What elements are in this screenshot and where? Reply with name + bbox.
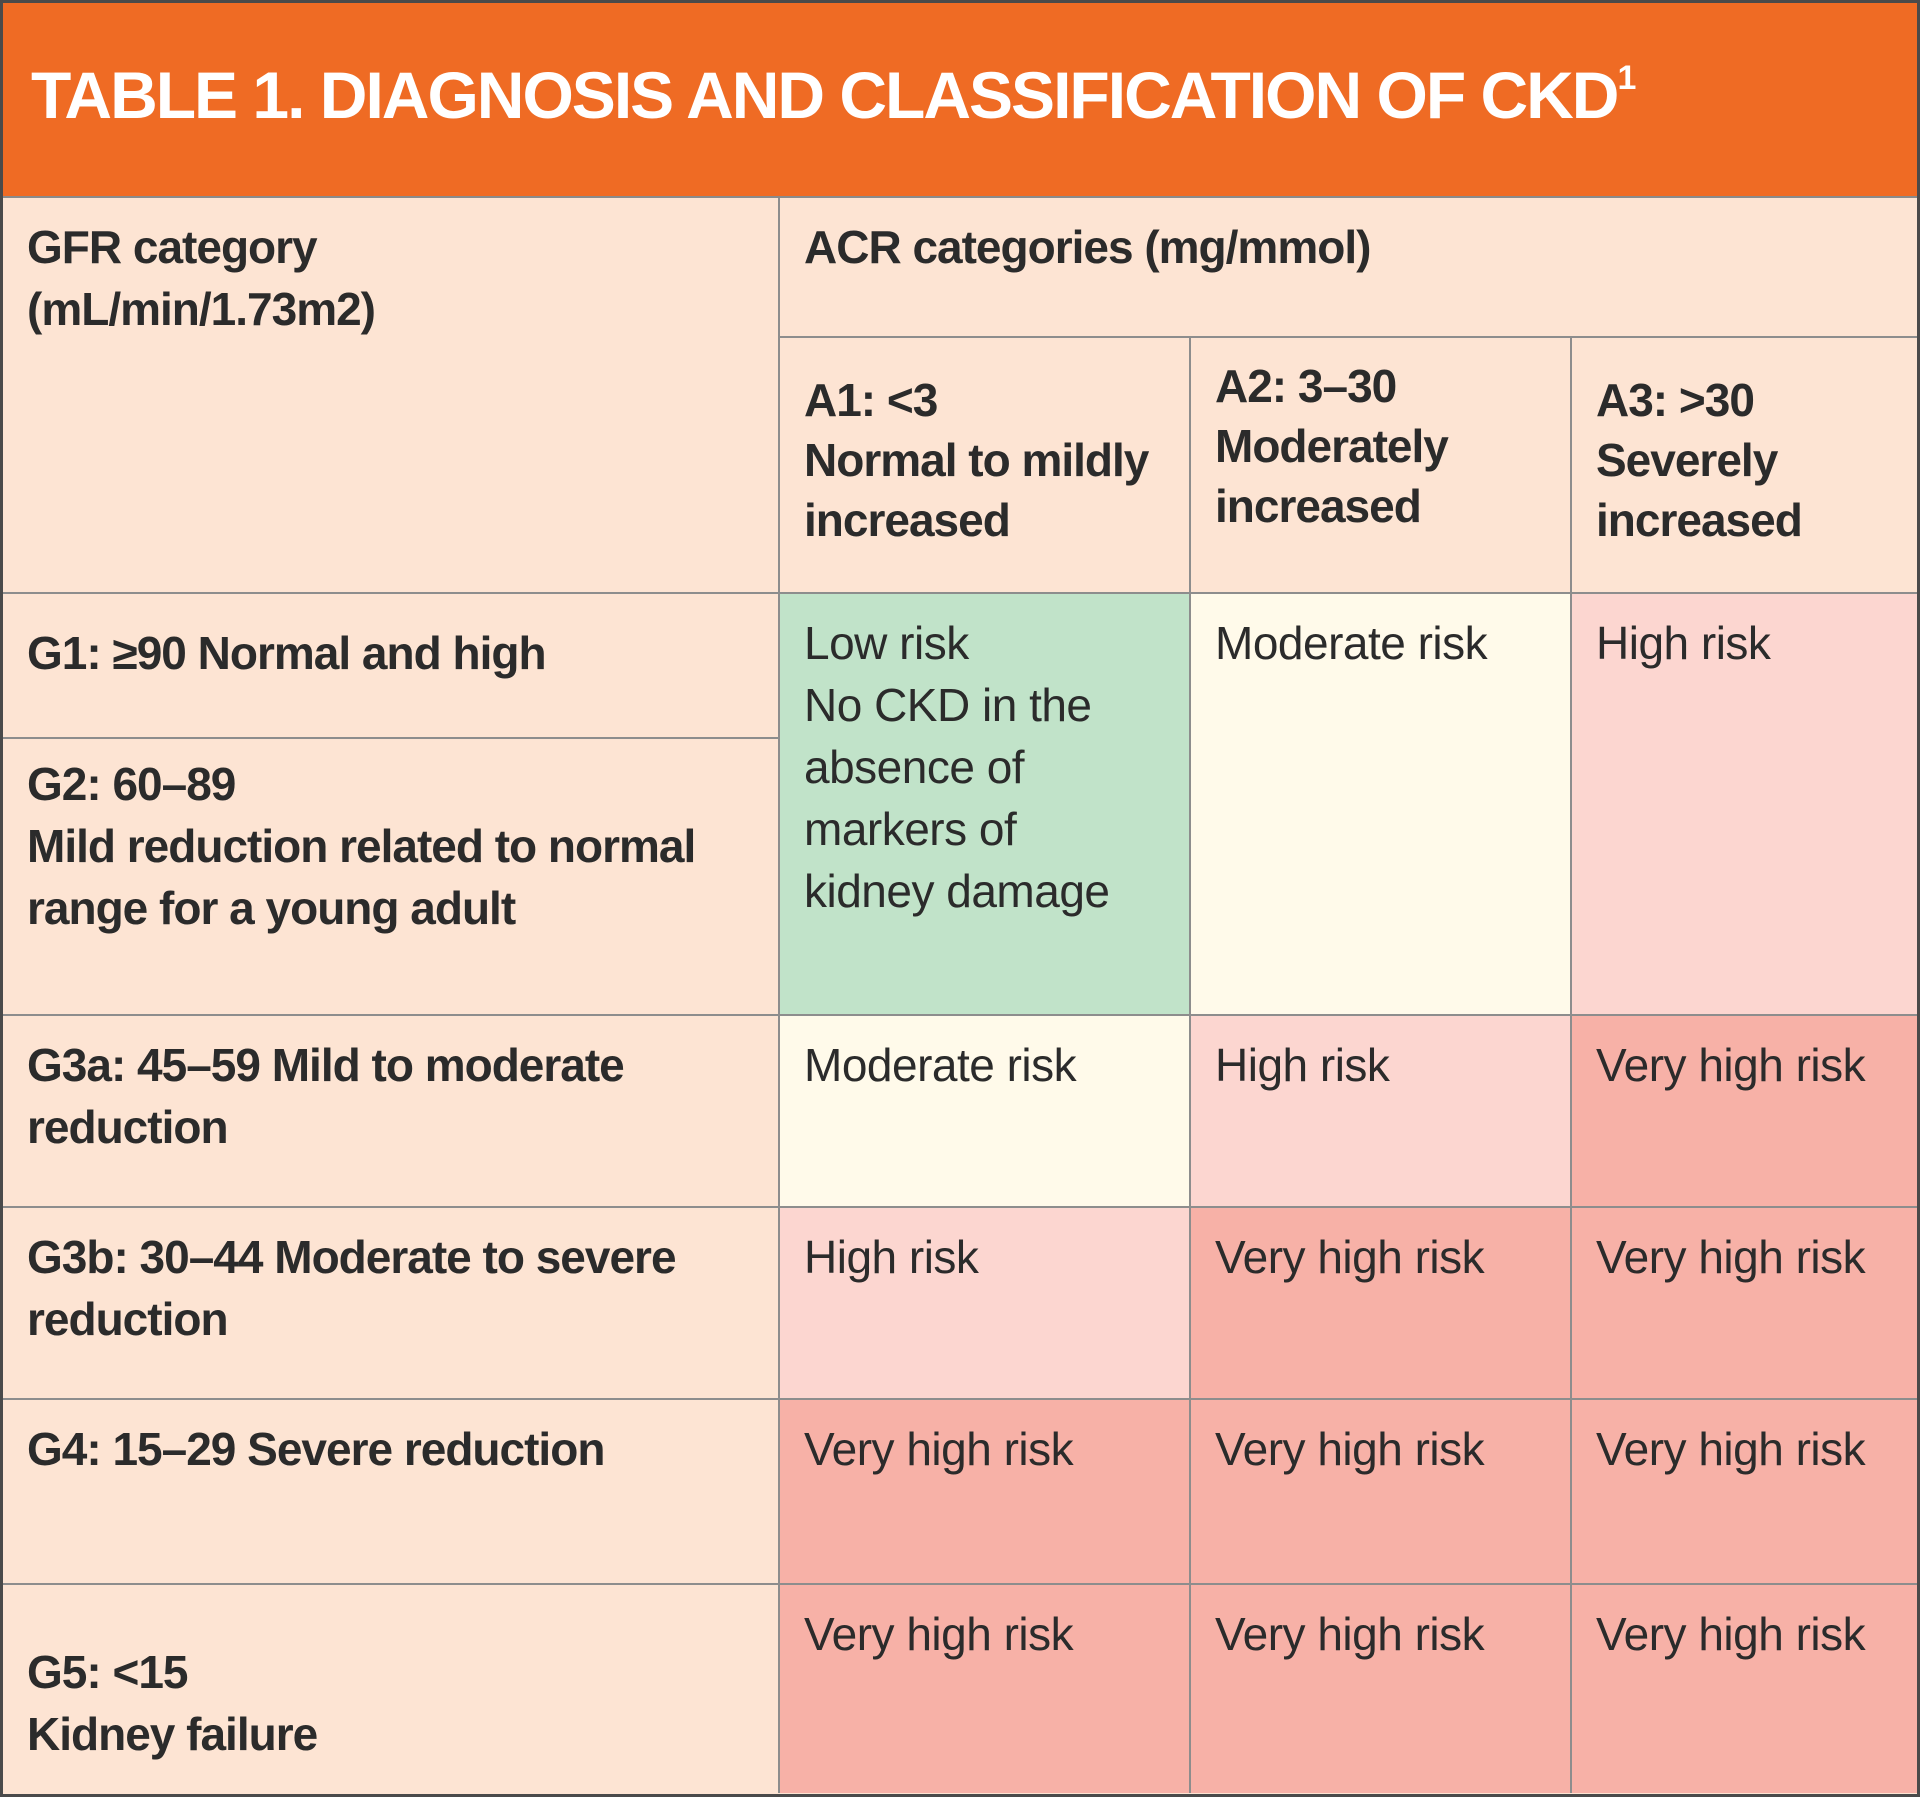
table-row-g3b: G3b: 30–44 Moderate to severe reduction … [3, 1206, 1918, 1400]
g3a-line2: reduction [27, 1101, 229, 1153]
g4-a2-risk: Very high risk [1215, 1423, 1485, 1475]
g5-a3-risk: Very high risk [1596, 1608, 1866, 1660]
risk-cell-g4-a1: Very high risk [778, 1398, 1191, 1585]
a2-desc-line1: Moderately [1215, 420, 1449, 472]
a1-desc-line1: Normal to mildly [804, 434, 1149, 486]
g5-line1: G5: <15 [27, 1646, 189, 1698]
g2-line3: range for a young adult [27, 882, 516, 934]
table-row-g5: G5: <15 Kidney failure Very high risk Ve… [3, 1583, 1918, 1793]
g5-a2-risk: Very high risk [1215, 1608, 1485, 1660]
g4-a1-risk: Very high risk [804, 1423, 1074, 1475]
g3b-line1: G3b: 30–44 Moderate to severe [27, 1231, 677, 1283]
acr-header-label: ACR categories (mg/mmol) [804, 221, 1371, 273]
risk-cell-g3a-a1: Moderate risk [778, 1014, 1191, 1208]
gfr-cell-g1: G1: ≥90 Normal and high [3, 592, 780, 739]
risk-cell-low: Low risk No CKD in the absence of marker… [778, 592, 1191, 1016]
a3-code: A3: >30 [1596, 374, 1755, 426]
risk-cell-g5-a1: Very high risk [778, 1583, 1191, 1793]
low-risk-line2: No CKD in the [804, 679, 1092, 731]
gfr-cell-g2: G2: 60–89 Mild reduction related to norm… [3, 737, 779, 1016]
g12-a3-risk: High risk [1596, 617, 1771, 669]
title-bar: TABLE 1. DIAGNOSIS AND CLASSIFICATION OF… [3, 3, 1917, 198]
low-risk-line4: markers of [804, 803, 1017, 855]
acr-column-a2: A2: 3–30 Moderately increased [1189, 336, 1572, 594]
g12-a2-risk: Moderate risk [1215, 617, 1488, 669]
table-row-g1: G1: ≥90 Normal and high Low risk No CKD … [3, 592, 1918, 1016]
risk-cell-g3a-a2: High risk [1189, 1014, 1572, 1208]
ckd-classification-table: GFR category (mL/min/1.73m2) ACR categor… [3, 198, 1918, 1793]
risk-cell-g4-a3: Very high risk [1569, 1398, 1918, 1585]
g4-a3-risk: Very high risk [1596, 1423, 1866, 1475]
a2-desc-line2: increased [1215, 480, 1422, 532]
g2-line2: Mild reduction related to normal [27, 820, 696, 872]
a1-code: A1: <3 [804, 374, 938, 426]
gfr-category-header: GFR category (mL/min/1.73m2) [3, 198, 780, 594]
g5-a1-risk: Very high risk [804, 1608, 1074, 1660]
gfr-header-line2: (mL/min/1.73m2) [27, 283, 376, 335]
g5-line2: Kidney failure [27, 1708, 318, 1760]
g4-label: G4: 15–29 Severe reduction [27, 1423, 605, 1475]
gfr-cell-g3a: G3a: 45–59 Mild to moderate reduction [3, 1014, 780, 1208]
risk-cell-g5-a3: Very high risk [1569, 1583, 1918, 1793]
g3a-a1-risk: Moderate risk [804, 1039, 1077, 1091]
a3-desc-line2: increased [1596, 494, 1803, 546]
gfr-cell-g4: G4: 15–29 Severe reduction [3, 1398, 780, 1585]
table-title-text: TABLE 1. DIAGNOSIS AND CLASSIFICATION OF… [31, 58, 1619, 132]
low-risk-line3: absence of [804, 741, 1025, 793]
g1-label: G1: ≥90 Normal and high [27, 627, 547, 679]
acr-categories-header: ACR categories (mg/mmol) [777, 198, 1918, 338]
table-row-g2: G2: 60–89 Mild reduction related to norm… [3, 737, 1917, 1016]
header-row-acr-columns: A1: <3 Normal to mildly increased A2: 3–… [3, 336, 1918, 594]
g3b-a1-risk: High risk [804, 1231, 979, 1283]
g3a-a3-risk: Very high risk [1596, 1039, 1866, 1091]
risk-cell-g12-a3: High risk [1569, 592, 1918, 1016]
risk-cell-g12-a2: Moderate risk [1189, 592, 1572, 1016]
table-title: TABLE 1. DIAGNOSIS AND CLASSIFICATION OF… [31, 57, 1636, 133]
risk-cell-g3a-a3: Very high risk [1569, 1014, 1918, 1208]
table-row-g3a: G3a: 45–59 Mild to moderate reduction Mo… [3, 1014, 1918, 1208]
acr-column-a1: A1: <3 Normal to mildly increased [779, 336, 1191, 594]
risk-cell-g3b-a1: High risk [778, 1206, 1191, 1400]
g3a-a2-risk: High risk [1215, 1039, 1390, 1091]
g2-line1: G2: 60–89 [27, 758, 236, 810]
a2-code: A2: 3–30 [1215, 360, 1397, 412]
table-row-g4: G4: 15–29 Severe reduction Very high ris… [3, 1398, 1918, 1585]
risk-cell-g3b-a2: Very high risk [1189, 1206, 1572, 1400]
gfr-cell-g5: G5: <15 Kidney failure [3, 1583, 780, 1793]
header-row-acr: GFR category (mL/min/1.73m2) ACR categor… [3, 198, 1918, 594]
risk-cell-g5-a2: Very high risk [1189, 1583, 1572, 1793]
gfr-cell-g3b: G3b: 30–44 Moderate to severe reduction [3, 1206, 780, 1400]
a1-desc-line2: increased [804, 494, 1011, 546]
risk-cell-g3b-a3: Very high risk [1569, 1206, 1918, 1400]
low-risk-line1: Low risk [804, 617, 969, 669]
gfr-header-line1: GFR category [27, 221, 318, 273]
low-risk-line5: kidney damage [804, 865, 1110, 917]
g3b-a2-risk: Very high risk [1215, 1231, 1485, 1283]
title-footnote: 1 [1617, 59, 1636, 97]
acr-column-a3: A3: >30 Severely increased [1569, 336, 1918, 594]
risk-cell-g4-a2: Very high risk [1189, 1398, 1572, 1585]
g3b-line2: reduction [27, 1293, 229, 1345]
g3a-line1: G3a: 45–59 Mild to moderate [27, 1039, 625, 1091]
g3b-a3-risk: Very high risk [1596, 1231, 1866, 1283]
a3-desc-line1: Severely [1596, 434, 1778, 486]
